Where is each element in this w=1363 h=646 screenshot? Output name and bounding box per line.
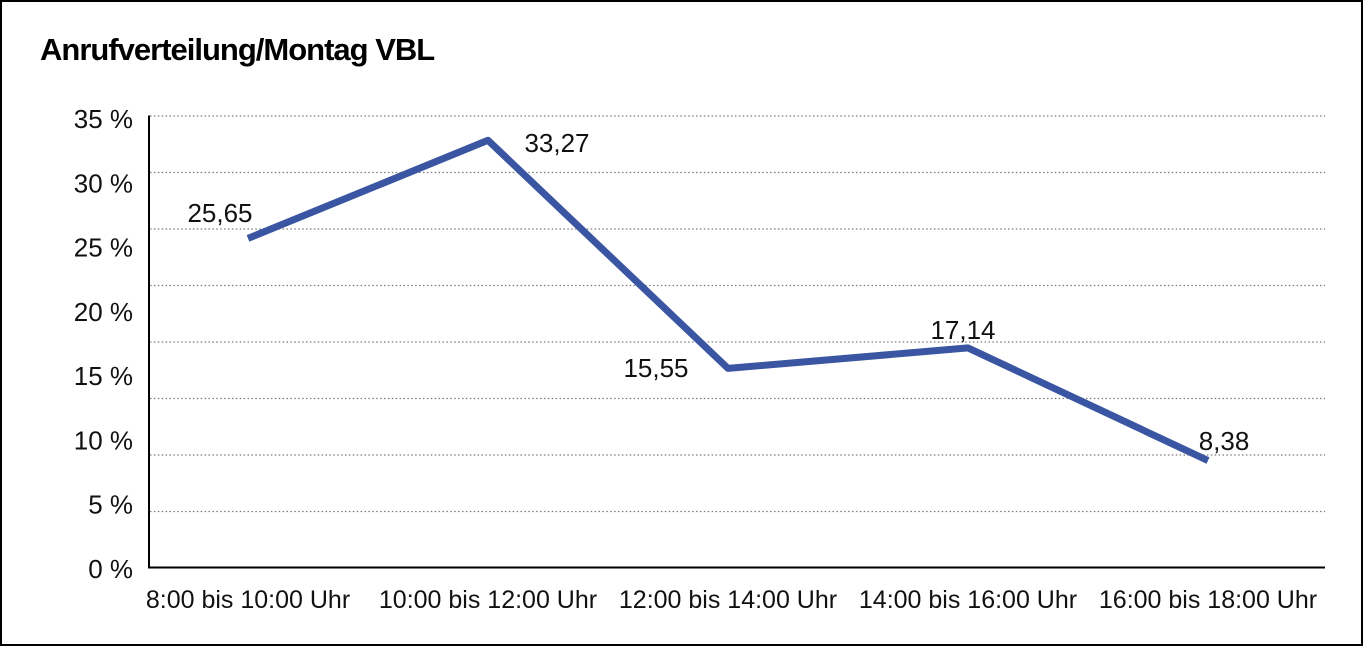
x-axis-category-label: 16:00 bis 18:00 Uhr [1099,586,1317,614]
series-line [246,136,1210,464]
y-axis-tick-label: 25 % [74,233,133,263]
x-axis-category-labels: 8:00 bis 10:00 Uhr 10:00 bis 12:00 Uhr 1… [146,586,1317,614]
y-axis-tick-label: 15 % [74,361,133,391]
y-axis-tick-label: 0 % [88,554,133,584]
y-axis-tick-label: 10 % [74,425,133,455]
data-point-labels: 25,65 33,27 15,55 17,14 8,38 [187,128,1249,456]
data-point-label: 15,55 [623,353,688,383]
data-point-label: 8,38 [1199,426,1250,456]
x-axis-category-label: 12:00 bis 14:00 Uhr [619,586,837,614]
y-axis-tick-label: 5 % [88,490,133,520]
x-axis-category-label: 8:00 bis 10:00 Uhr [146,586,350,614]
y-axis-tick-label: 30 % [74,168,133,198]
x-axis-category-label: 10:00 bis 12:00 Uhr [379,586,597,614]
y-axis-tick-label: 35 % [74,104,133,134]
y-axis-tick-labels: 35 % 30 % 25 % 20 % 15 % 10 % 5 % 0 % [74,104,133,584]
chart-title: Anrufverteilung/Montag VBL [40,32,434,67]
x-axis-category-label: 14:00 bis 16:00 Uhr [859,586,1077,614]
data-point-label: 25,65 [187,198,252,228]
y-axis-tick-label: 20 % [74,297,133,327]
data-point-label: 33,27 [524,128,589,158]
gridlines [150,115,1325,513]
data-point-label: 17,14 [930,315,995,345]
